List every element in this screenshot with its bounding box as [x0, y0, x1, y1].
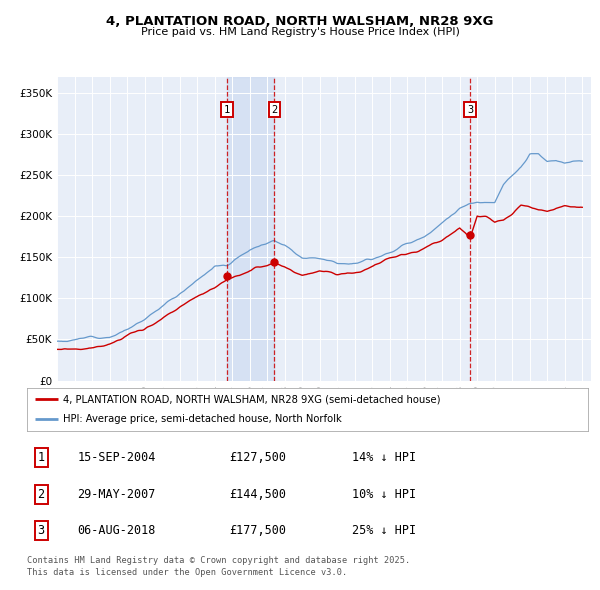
Text: £127,500: £127,500 [229, 451, 286, 464]
Text: 2: 2 [271, 104, 277, 114]
Text: 10% ↓ HPI: 10% ↓ HPI [352, 487, 416, 501]
Text: 3: 3 [37, 525, 44, 537]
Text: Contains HM Land Registry data © Crown copyright and database right 2025.: Contains HM Land Registry data © Crown c… [27, 556, 410, 565]
Text: 1: 1 [224, 104, 230, 114]
Text: HPI: Average price, semi-detached house, North Norfolk: HPI: Average price, semi-detached house,… [64, 414, 342, 424]
Text: 1: 1 [37, 451, 44, 464]
Bar [227, 77, 274, 381]
Text: 25% ↓ HPI: 25% ↓ HPI [352, 525, 416, 537]
Text: 4, PLANTATION ROAD, NORTH WALSHAM, NR28 9XG: 4, PLANTATION ROAD, NORTH WALSHAM, NR28 … [106, 15, 494, 28]
Text: 14% ↓ HPI: 14% ↓ HPI [352, 451, 416, 464]
Text: Price paid vs. HM Land Registry's House Price Index (HPI): Price paid vs. HM Land Registry's House … [140, 27, 460, 37]
Text: 06-AUG-2018: 06-AUG-2018 [77, 525, 156, 537]
Text: £144,500: £144,500 [229, 487, 286, 501]
Text: 2: 2 [37, 487, 44, 501]
Text: 15-SEP-2004: 15-SEP-2004 [77, 451, 156, 464]
Text: £177,500: £177,500 [229, 525, 286, 537]
Text: 4, PLANTATION ROAD, NORTH WALSHAM, NR28 9XG (semi-detached house): 4, PLANTATION ROAD, NORTH WALSHAM, NR28 … [64, 394, 441, 404]
Text: 29-MAY-2007: 29-MAY-2007 [77, 487, 156, 501]
Text: 3: 3 [467, 104, 473, 114]
Text: This data is licensed under the Open Government Licence v3.0.: This data is licensed under the Open Gov… [27, 568, 347, 576]
